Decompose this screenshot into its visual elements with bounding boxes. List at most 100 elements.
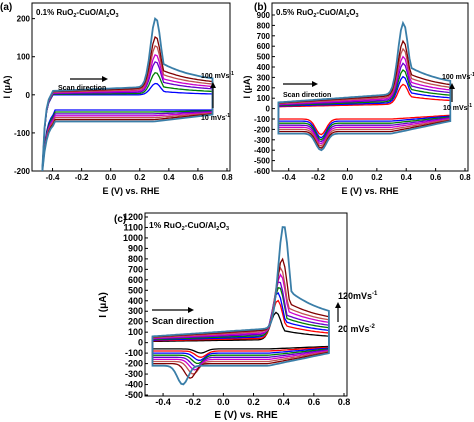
y-tick-label: 900 <box>257 11 271 20</box>
panel-b-scan-arrowhead <box>312 81 318 87</box>
panel-a-rate-bottom: 10 mVs-1 <box>201 113 230 122</box>
panel-c-rate-bottom: 20 mVs-2 <box>338 324 376 334</box>
y-tick-label: 300 <box>257 73 271 82</box>
panel-c-letter: (c) <box>114 214 126 225</box>
cv-curve <box>277 20 452 152</box>
y-tick-label: 400 <box>257 63 271 72</box>
panel-b-frame <box>271 2 469 172</box>
y-tick-label: 800 <box>257 21 271 30</box>
x-tick-label: 0.0 <box>105 173 117 182</box>
y-tick-label: -600 <box>254 167 271 176</box>
x-tick-label: -0.4 <box>155 397 171 407</box>
panel-b-xlabel: E (V) vs. RHE <box>341 186 398 196</box>
panel-c-ylabel: I (μA) <box>98 292 109 318</box>
panel-a-frame <box>31 2 231 172</box>
panel-c-xlabel: E (V) vs. RHE <box>214 410 278 421</box>
y-tick-label: 500 <box>257 53 271 62</box>
panel-a-rate-arrowhead <box>210 82 216 88</box>
panel-b-rate-bottom: 10 mVs-1 <box>443 103 472 112</box>
panel-c-frame <box>144 212 348 397</box>
panel-b: (b) 0.5% RuO2-CuO/Al2O3 -0.4 -0.2 0.0 0.2 0.… <box>242 2 474 196</box>
x-tick-label: -0.4 <box>46 173 60 182</box>
y-tick-label: -100 <box>14 129 31 138</box>
x-tick-label: 0.2 <box>134 173 146 182</box>
panel-c-scan-label: Scan direction <box>152 316 214 326</box>
panel-a-yticks: -200 -100 0 100 200 <box>14 15 35 176</box>
panel-c-rate-arrowhead <box>335 302 341 308</box>
panel-b-scan-label: Scan direction <box>283 92 331 99</box>
y-tick-label: 0 <box>26 91 31 100</box>
y-tick-label: -200 <box>254 125 271 134</box>
y-tick-label: 0 <box>266 105 271 114</box>
panel-b-caption: 0.5% RuO2-CuO/Al2O3 <box>276 8 359 19</box>
x-tick-label: 0.8 <box>459 173 471 182</box>
y-tick-label: 700 <box>257 32 271 41</box>
panel-b-curves <box>277 20 452 152</box>
cv-curve <box>151 226 330 386</box>
x-tick-label: -0.2 <box>75 173 89 182</box>
panel-a-scan-arrowhead <box>102 76 108 82</box>
cv-curve <box>41 82 214 168</box>
y-tick-label: 500 <box>128 285 143 295</box>
panel-c-rate-top: 120mVs-1 <box>338 291 378 301</box>
x-tick-label: 0.0 <box>217 397 230 407</box>
x-tick-label: 0.4 <box>163 173 175 182</box>
cv-curve <box>41 17 214 171</box>
x-tick-label: 0.6 <box>308 397 321 407</box>
panel-a-xticks: -0.4 -0.2 0.0 0.2 0.4 0.6 0.8 <box>46 168 233 182</box>
panel-b-ylabel: I (μA) <box>242 75 252 98</box>
panel-c: (c) 1% RuO2-CuO/Al2O3 -0.4 -0.2 0.0 0.2 0.4 0… <box>98 212 378 421</box>
x-tick-label: 0.4 <box>277 397 290 407</box>
panel-c-caption: 1% RuO2-CuO/Al2O3 <box>149 220 229 232</box>
panel-c-scan-arrowhead <box>188 307 194 313</box>
y-tick-label: 0 <box>138 338 143 348</box>
panel-a: (a) 0.1% RuO2-CuO/Al2O3 -0.4 -0.2 0.0 0.2 0.… <box>0 2 234 196</box>
panel-a-xlabel: E (V) vs. RHE <box>102 186 159 196</box>
x-tick-label: -0.4 <box>282 173 296 182</box>
x-tick-label: 0.8 <box>338 397 351 407</box>
y-tick-label: -100 <box>254 115 271 124</box>
y-tick-label: 800 <box>128 254 143 264</box>
panel-c-xticks: -0.4 -0.2 0.0 0.2 0.4 0.6 0.8 <box>155 393 350 407</box>
panel-b-rate-top: 100 mVs-1 <box>442 72 474 81</box>
y-tick-label: -400 <box>254 146 271 155</box>
y-tick-label: 400 <box>128 296 143 306</box>
cv-curve <box>151 291 330 362</box>
panel-c-yticks: -500-400-300-200-10001002003004005006007… <box>123 212 148 400</box>
panel-a-letter: (a) <box>0 2 12 13</box>
y-tick-label: 200 <box>257 84 271 93</box>
x-tick-label: 0.2 <box>371 173 383 182</box>
y-tick-label: -500 <box>125 390 143 400</box>
y-tick-label: 200 <box>17 15 31 24</box>
y-tick-label: 600 <box>257 42 271 51</box>
y-tick-label: 300 <box>128 306 143 316</box>
y-tick-label: 100 <box>128 327 143 337</box>
y-tick-label: 1100 <box>123 222 143 232</box>
panel-a-scan-label: Scan direction <box>58 85 106 92</box>
x-tick-label: 0.2 <box>247 397 260 407</box>
x-tick-label: 0.8 <box>221 173 233 182</box>
x-tick-label: 0.4 <box>401 173 413 182</box>
panel-a-caption: 0.1% RuO2-CuO/Al2O3 <box>36 8 119 19</box>
y-tick-label: -500 <box>254 157 271 166</box>
panel-b-xticks: -0.4 -0.2 0.0 0.2 0.4 0.6 0.8 <box>282 168 471 182</box>
y-tick-label: 100 <box>257 94 271 103</box>
x-tick-label: 0.6 <box>430 173 442 182</box>
y-tick-label: -400 <box>125 380 143 390</box>
panel-c-curves <box>151 226 330 386</box>
x-tick-label: 0.6 <box>192 173 204 182</box>
cv-curve <box>41 44 214 171</box>
y-tick-label: -300 <box>254 136 271 145</box>
y-tick-label: 100 <box>17 53 31 62</box>
x-tick-label: 0.0 <box>342 173 354 182</box>
y-tick-label: -100 <box>125 348 143 358</box>
panel-a-rate-top: 100 mVs-1 <box>201 71 234 80</box>
y-tick-label: -300 <box>125 369 143 379</box>
x-tick-label: -0.2 <box>185 397 201 407</box>
y-tick-label: -200 <box>14 167 31 176</box>
panel-b-rate-arrowhead <box>449 83 455 89</box>
y-tick-label: 900 <box>128 243 143 253</box>
y-tick-label: 200 <box>128 317 143 327</box>
